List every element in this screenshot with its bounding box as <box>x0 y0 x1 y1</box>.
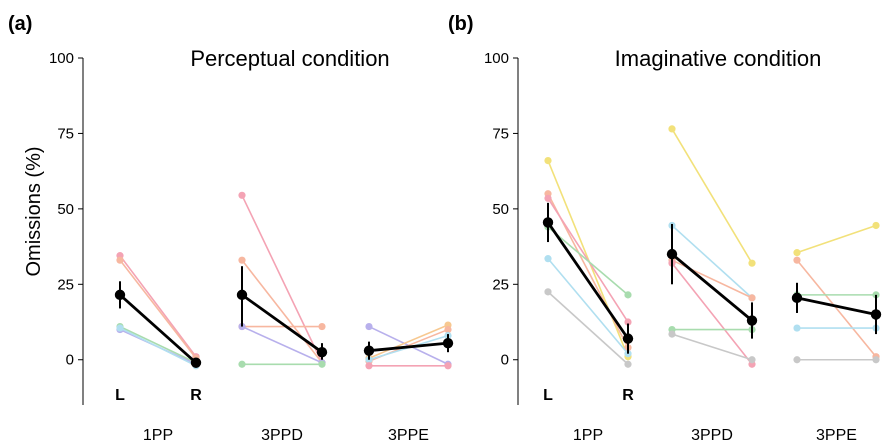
panel-a-3ppd-mean-point-R <box>316 346 328 358</box>
panel-b-1pp-mean-point-L <box>542 217 554 228</box>
panel-a-1pp-subject-point-L-4 <box>116 324 124 332</box>
panel-b-3ppd-subject-point-R-5 <box>748 356 756 364</box>
panel-b-3ppd-subject-line-0 <box>671 128 753 264</box>
panel-b-3ppe-subject-point-R-0 <box>872 221 880 230</box>
panel-a-side-label-L: L <box>115 387 125 404</box>
panel-a-1pp-subject-line-2 <box>119 325 197 364</box>
panel-a-3ppd-subject-point-R-2 <box>318 322 326 331</box>
panel-b-1pp-subject-line-0 <box>547 160 629 358</box>
panel-b-ytick-label-25: 25 <box>492 276 509 293</box>
panel-b-3ppe-subject-point-L-1 <box>793 256 801 264</box>
panel-b-3ppe-subject-point-L-0 <box>793 249 801 257</box>
panel-a-3ppd-mean-line <box>241 293 323 354</box>
panel-b-1pp-subject-point-L-2 <box>544 194 552 202</box>
panel-a-1pp-mean-point-L <box>114 289 126 301</box>
panel-a-side-label-R: R <box>190 387 202 404</box>
panel-b-1pp-category-label: 1PP <box>573 427 603 444</box>
panel-b-3ppe-mean-point-L <box>791 292 803 304</box>
panel-b-3ppd-category-label: 3PPD <box>691 427 733 444</box>
subject-lines-layer <box>116 125 880 370</box>
panel-a-3ppe-subject-point-R-4 <box>444 362 452 370</box>
panel-b-3ppe-subject-point-L-3 <box>793 324 801 332</box>
panel-a-1pp-subject-line-4 <box>119 327 197 367</box>
panel-a-3ppd-subject-point-L-4 <box>238 360 246 368</box>
panel-a-3ppe-mean-point-L <box>363 345 375 356</box>
panel-b-3ppd-subject-line-5 <box>671 333 753 361</box>
panel-a-3ppd-subject-line-0 <box>241 194 323 364</box>
panel-b-ytick-label-50: 50 <box>492 201 509 218</box>
panel-a-3ppd-category-label: 3PPD <box>261 427 303 444</box>
panel-a-3ppe-subject-point-L-4 <box>365 362 373 370</box>
panel-a-3ppd-subject-line-1 <box>241 259 323 364</box>
panel-a-3ppd-mean-point-L <box>236 289 248 301</box>
panel-b-1pp-subject-point-R-4 <box>624 291 632 299</box>
panel-a-3ppe-mean-line <box>368 341 449 353</box>
panel-b-3ppe-mean-line <box>796 296 877 316</box>
y-axis-label: Omissions (%) <box>23 146 45 276</box>
panel-a-3ppd-subject-point-L-1 <box>238 256 246 264</box>
panel-a-ytick-label-25: 25 <box>57 276 74 293</box>
panel-b-3ppd-subject-point-L-0 <box>668 125 676 133</box>
panel-b-1pp-subject-line-3 <box>547 258 629 355</box>
panel-a-3ppe-mean-point-R <box>442 337 454 349</box>
panel-a-ytick-label-0: 0 <box>66 352 74 369</box>
panel-a-3ppe-subject-point-L-0 <box>365 322 373 331</box>
panel-b-title: Imaginative condition <box>615 46 822 71</box>
panel-a-3ppe-subject-line-1 <box>368 324 449 359</box>
panel-a-1pp-mean-point-R <box>190 357 202 368</box>
panel-b-3ppe-subject-point-L-4 <box>793 356 801 364</box>
text-layer: (a) Perceptual condition 0 25 50 75 100 1PP L R 3P… <box>8 13 857 444</box>
panel-b-ytick-label-0: 0 <box>501 352 509 369</box>
panel-b-3ppe-mean-point-R <box>870 309 882 320</box>
panel-b-letter: (b) <box>448 13 474 35</box>
panel-b-1pp-subject-line-5 <box>547 291 629 365</box>
panel-b-1pp-subject-point-L-5 <box>544 288 552 296</box>
panel-b-3ppd-mean-point-R <box>746 315 758 326</box>
panel-b-3ppd-subject-line-1 <box>671 224 753 299</box>
panel-b-3ppd-subject-point-R-0 <box>748 259 756 267</box>
panel-a-ytick-label-50: 50 <box>57 201 74 218</box>
panel-a-letter: (a) <box>8 13 32 35</box>
panel-a-ytick-label-75: 75 <box>57 125 74 142</box>
panel-a-1pp-category-label: 1PP <box>143 427 173 444</box>
panel-a-3ppd-subject-point-L-0 <box>238 191 246 199</box>
panel-a-1pp-subject-line-1 <box>119 259 197 359</box>
panel-a-1pp-subject-point-L-1 <box>116 256 124 264</box>
panel-b-side-label-R: R <box>622 387 634 404</box>
panel-b-3ppe-category-label: 3PPE <box>816 427 857 444</box>
panel-a-1pp-mean-line <box>119 293 197 364</box>
axes-layer <box>78 57 519 405</box>
panel-b-ytick-label-75: 75 <box>492 125 509 142</box>
panel-b-3ppd-mean-line <box>671 253 753 322</box>
panel-b-3ppd-subject-point-R-2 <box>748 294 756 302</box>
panel-a-3ppd-subject-line-3 <box>241 325 323 364</box>
panel-b-3ppe-subject-point-R-4 <box>872 356 880 364</box>
panel-b-3ppe-subject-line-1 <box>796 259 877 358</box>
panel-b-1pp-subject-point-R-2 <box>624 318 632 326</box>
panel-b-1pp-subject-line-4 <box>547 226 629 296</box>
panel-b-3ppd-subject-point-L-5 <box>668 330 676 338</box>
panel-b-1pp-subject-point-R-5 <box>624 360 632 368</box>
panel-a-3ppe-subject-point-R-2 <box>444 325 452 334</box>
panel-b-side-label-L: L <box>543 387 553 404</box>
panel-b-ytick-label-100: 100 <box>484 50 509 67</box>
panel-b-3ppe-subject-line-0 <box>796 224 877 254</box>
panel-a-3ppe-category-label: 3PPE <box>388 427 429 444</box>
panel-b-1pp-mean-line <box>546 221 630 340</box>
panel-a-3ppd-subject-point-R-4 <box>318 360 326 368</box>
panel-a-ytick-label-100: 100 <box>49 50 74 67</box>
panel-b-3ppd-subject-line-3 <box>671 262 753 365</box>
mean-lines-layer <box>114 202 882 368</box>
panel-a-1pp-subject-line-0 <box>119 255 197 358</box>
panel-a-title: Perceptual condition <box>190 46 389 71</box>
panel-b-1pp-subject-point-L-0 <box>544 156 552 165</box>
panel-b-1pp-subject-point-L-3 <box>544 255 552 263</box>
panel-b-3ppd-mean-point-L <box>666 248 678 260</box>
panel-b-1pp-mean-point-R <box>622 333 634 344</box>
